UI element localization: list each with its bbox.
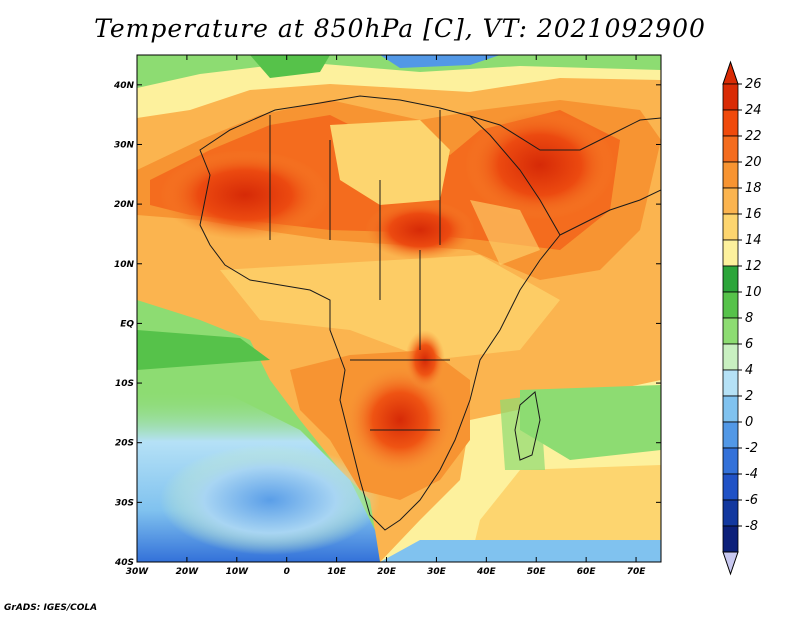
lat-tick-label: 10N (114, 260, 135, 270)
colorbar-label: -8 (745, 519, 758, 534)
colorbar-label: 6 (745, 337, 753, 352)
lon-tick-label: 0 (284, 567, 290, 577)
lon-tick-label: 50E (527, 567, 547, 577)
lat-tick-label: 40N (113, 81, 135, 91)
colorbar-swatch (722, 447, 739, 475)
lat-tick-label: 40S (114, 558, 134, 568)
colorbar-swatch (722, 473, 739, 501)
colorbar-swatch (722, 291, 739, 319)
colorbar-label: 24 (745, 103, 762, 118)
colorbar-label: 16 (745, 207, 762, 222)
coastlines (199, 95, 661, 531)
lon-tick-label: 30W (126, 567, 150, 577)
colorbar-swatch (722, 265, 739, 293)
colorbar-swatch (722, 369, 739, 397)
colorbar-label: 0 (745, 415, 753, 430)
colorbar-swatch (722, 317, 739, 345)
lon-tick-label: 60E (577, 567, 597, 577)
latitude-ticks: 40N 30N 20N 10N EQ 10S 20S 30S 40S (113, 81, 661, 568)
lon-tick-label: 10W (226, 567, 250, 577)
lon-tick-label: 40E (476, 567, 497, 577)
lat-tick-label: 10S (115, 379, 134, 389)
map-title: Temperature at 850hPa [C], VT: 202109290… (94, 14, 706, 43)
colorbar-min-arrow (722, 551, 739, 576)
map-frame (136, 54, 662, 563)
colorbar-swatch (722, 187, 739, 215)
colorbar-label: 2 (745, 389, 753, 404)
colorbar-swatch (722, 421, 739, 449)
colorbar-swatch (722, 525, 739, 553)
lat-tick-label: 20S (115, 439, 134, 449)
colorbar-label: 12 (745, 259, 762, 274)
colorbar-label: -6 (745, 493, 758, 508)
credit-label: GrADS: IGES/COLA (4, 603, 98, 613)
colorbar-label: 8 (745, 311, 753, 326)
lon-tick-label: 20E (377, 567, 397, 577)
colorbar-label: -2 (745, 441, 758, 456)
lon-tick-label: 20W (176, 567, 200, 577)
temperature-field (137, 55, 661, 562)
colorbar-label: 22 (745, 129, 762, 144)
colorbar-swatch (722, 83, 739, 111)
colorbar-swatch (722, 135, 739, 163)
lat-tick-label: 30N (114, 140, 135, 150)
colorbar-label: 20 (745, 155, 762, 170)
lon-tick-label: 10E (327, 567, 347, 577)
lat-tick-label: 30S (115, 498, 134, 508)
colorbar-swatch (722, 239, 739, 267)
colorbar-label: -4 (745, 467, 758, 482)
lon-tick-label: 70E (627, 567, 647, 577)
colorbar-swatch (722, 109, 739, 137)
colorbar-label: 14 (745, 233, 762, 248)
lat-tick-label: 20N (114, 200, 135, 210)
colorbar-label: 18 (745, 181, 762, 196)
lat-tick-label: EQ (120, 319, 134, 329)
colorbar-label: 4 (745, 363, 753, 378)
lon-tick-label: 30E (427, 567, 447, 577)
colorbar-swatch (722, 213, 739, 241)
colorbar-swatch (722, 161, 739, 189)
colorbar-label: 26 (745, 77, 762, 92)
colorbar-max-arrow (722, 60, 739, 85)
longitude-ticks: 30W 20W 10W 0 10E 20E 30E 40E 50E 60E 70E (126, 55, 646, 577)
colorbar-swatch (722, 343, 739, 371)
colorbar-label: 10 (745, 285, 762, 300)
colorbar-swatch (722, 499, 739, 527)
colorbar-swatch (722, 395, 739, 423)
